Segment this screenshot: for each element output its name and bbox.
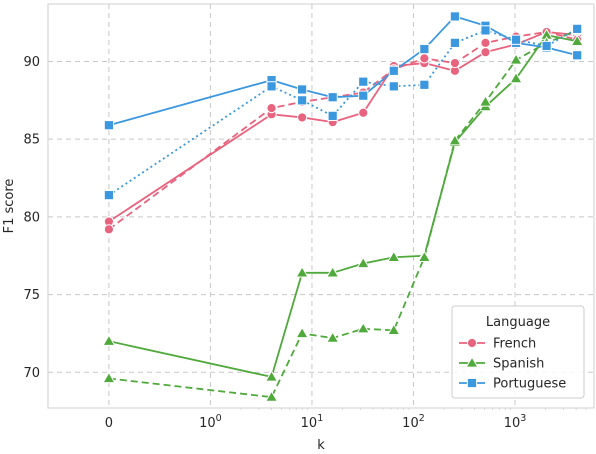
legend-title: Language: [486, 315, 550, 330]
series-line: [108, 31, 578, 223]
data-point: [570, 34, 584, 46]
plot-frame: [47, 3, 595, 409]
legend: Language French Spanish Portuguese: [451, 305, 585, 399]
data-point: [449, 37, 461, 48]
legend-marker: [466, 337, 478, 349]
y-tick-label: 75: [23, 288, 40, 303]
series-line: [108, 15, 578, 127]
legend-entry-spanish: Spanish: [459, 356, 544, 372]
data-point: [358, 107, 369, 118]
series-line: [108, 34, 578, 378]
data-point: [297, 95, 308, 106]
x-tick-label: 100: [199, 413, 222, 431]
y-axis-label: F1 score: [2, 179, 17, 234]
legend-box: [451, 305, 585, 399]
data-point: [572, 23, 583, 34]
data-point: [264, 390, 279, 402]
series-portuguese-dotted: [103, 23, 583, 201]
series-portuguese-solid: [103, 11, 583, 131]
data-point: [387, 323, 401, 335]
legend-marker: [466, 377, 478, 389]
series-layer: [102, 11, 584, 402]
data-point: [509, 53, 523, 65]
legend-entry-portuguese: Portuguese: [459, 377, 566, 392]
y-tick-label: 90: [23, 55, 40, 70]
data-point: [449, 57, 461, 69]
data-point: [356, 321, 370, 334]
data-point: [295, 326, 309, 339]
data-point: [480, 37, 491, 48]
data-point: [266, 103, 277, 114]
legend-label: French: [493, 337, 536, 352]
data-point: [103, 224, 115, 235]
y-axis-ticks: 70 75 80 85 90: [23, 55, 40, 381]
data-point: [419, 43, 430, 55]
data-point: [478, 95, 493, 107]
data-point: [102, 334, 116, 346]
data-point: [388, 81, 399, 92]
data-point: [356, 256, 370, 269]
data-point: [358, 76, 369, 87]
data-point: [509, 71, 523, 84]
legend-entry-french: French: [459, 337, 536, 352]
data-point: [266, 81, 277, 92]
data-point: [480, 47, 491, 58]
legend-entries: French Spanish Portuguese: [459, 337, 566, 392]
x-tick-label: 102: [402, 413, 425, 431]
x-axis-ticks: 0 100 101 102 103: [105, 408, 587, 431]
x-tick-label: 101: [301, 413, 324, 431]
y-tick-label: 80: [23, 210, 40, 225]
series-line: [108, 29, 578, 399]
series-line: [108, 31, 578, 231]
legend-label: Spanish: [493, 357, 544, 372]
y-tick-label: 85: [23, 133, 40, 148]
data-point: [326, 331, 340, 343]
y-tick-label: 70: [23, 366, 40, 381]
data-point: [295, 266, 309, 278]
data-point: [327, 110, 338, 121]
data-point: [102, 371, 116, 384]
legend-label: Portuguese: [493, 377, 566, 392]
data-point: [448, 133, 462, 146]
series-line: [108, 28, 578, 196]
series-french-solid: [103, 26, 583, 227]
data-point: [419, 53, 430, 64]
data-point: [541, 40, 552, 52]
data-point: [572, 50, 583, 61]
data-point: [297, 84, 308, 95]
series-french-dashed: [103, 26, 583, 235]
x-tick-label: 0: [105, 416, 113, 431]
data-point: [449, 11, 461, 22]
data-point: [480, 25, 491, 36]
legend-marker: [465, 356, 479, 368]
data-point: [103, 120, 115, 131]
data-point: [387, 250, 401, 262]
data-point: [264, 370, 279, 382]
data-point: [103, 190, 115, 201]
x-axis-label: k: [317, 438, 325, 453]
data-point: [297, 112, 308, 123]
data-point: [326, 266, 340, 278]
data-point: [358, 90, 369, 101]
data-point: [327, 92, 338, 103]
data-point: [510, 34, 522, 45]
data-point: [419, 79, 430, 90]
x-tick-label: 103: [504, 413, 527, 431]
data-point: [388, 65, 399, 76]
data-point: [417, 250, 432, 262]
